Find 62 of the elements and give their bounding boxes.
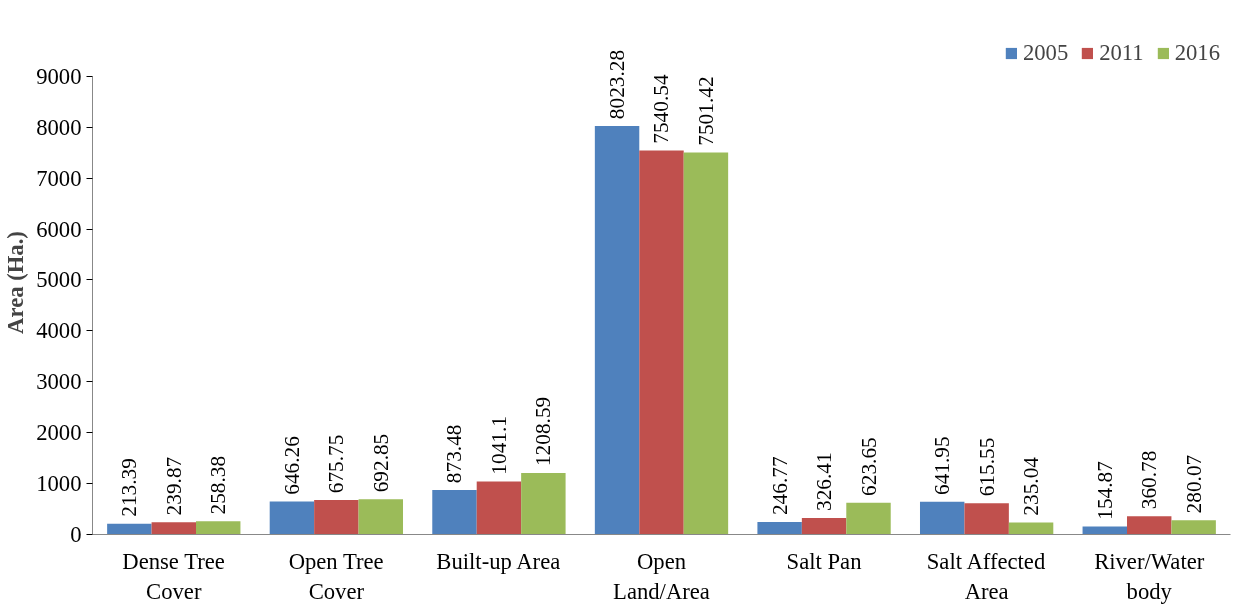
bar: [196, 521, 241, 535]
x-tick-label: River/Water body: [1094, 548, 1205, 604]
y-tick-label: 0: [70, 522, 82, 547]
x-tick-label: Dense Tree Cover: [122, 548, 225, 604]
data-label: 154.87: [1092, 460, 1117, 520]
y-tick-label: 6000: [36, 216, 82, 242]
bar: [1171, 520, 1216, 535]
data-label: 258.38: [206, 455, 231, 515]
bar: [594, 126, 640, 535]
legend-label: 2005: [1022, 40, 1069, 66]
data-label: 675.75: [324, 434, 349, 494]
data-label: 246.77: [767, 456, 792, 516]
bar: [964, 503, 1009, 535]
y-tick-label: 3000: [36, 369, 82, 395]
data-label: 692.85: [368, 433, 393, 493]
data-label: 235.04: [1019, 456, 1044, 516]
bar: [151, 522, 196, 535]
y-tick-label: 9000: [36, 63, 82, 89]
legend-label: 2011: [1099, 40, 1144, 66]
data-label: 1041.1: [486, 415, 511, 475]
data-label: 213.39: [117, 458, 142, 517]
data-label: 641.95: [930, 436, 955, 495]
y-tick-label: 8000: [36, 114, 82, 140]
x-tick-label: Built-up Area: [436, 548, 561, 574]
data-label: 873.48: [442, 424, 467, 484]
y-axis-title: Area (Ha.): [3, 231, 29, 334]
bar: [639, 150, 684, 535]
y-tick-label: 7000: [36, 165, 82, 191]
bar: [757, 521, 802, 535]
bar: [314, 500, 359, 535]
data-label: 1208.59: [531, 396, 556, 467]
bar: [521, 472, 566, 535]
bar: [919, 501, 965, 535]
bar: [1127, 516, 1172, 535]
data-label: 646.26: [279, 435, 304, 495]
data-label: 615.55: [974, 437, 999, 497]
data-label: 7501.42: [693, 76, 718, 146]
data-label: 280.07: [1181, 454, 1206, 514]
legend-label: 2016: [1174, 40, 1220, 66]
bar: [476, 481, 522, 535]
bar: [107, 523, 152, 535]
bar: [1008, 522, 1054, 535]
y-tick-label: 4000: [36, 318, 82, 344]
data-label: 623.65: [856, 437, 881, 496]
y-tick-label: 1000: [36, 471, 82, 497]
x-tick-label: Salt Pan: [786, 548, 862, 574]
bar: [846, 502, 891, 535]
bar: [269, 501, 315, 535]
bar: [358, 499, 404, 535]
data-label: 239.87: [161, 456, 186, 516]
bar: [432, 490, 477, 535]
y-tick-label: 5000: [36, 267, 82, 293]
data-label: 7540.54: [649, 74, 674, 144]
x-tick-label: Open Land/Area: [613, 548, 710, 604]
x-tick-label: Salt Affected Area: [926, 548, 1046, 604]
y-tick-label: 2000: [36, 420, 82, 446]
data-label: 8023.28: [605, 49, 630, 120]
bar: [801, 517, 847, 535]
data-label: 326.41: [812, 452, 837, 512]
x-tick-label: Open Tree Cover: [288, 548, 384, 604]
data-label: 360.78: [1137, 450, 1162, 510]
bar: [683, 152, 729, 535]
